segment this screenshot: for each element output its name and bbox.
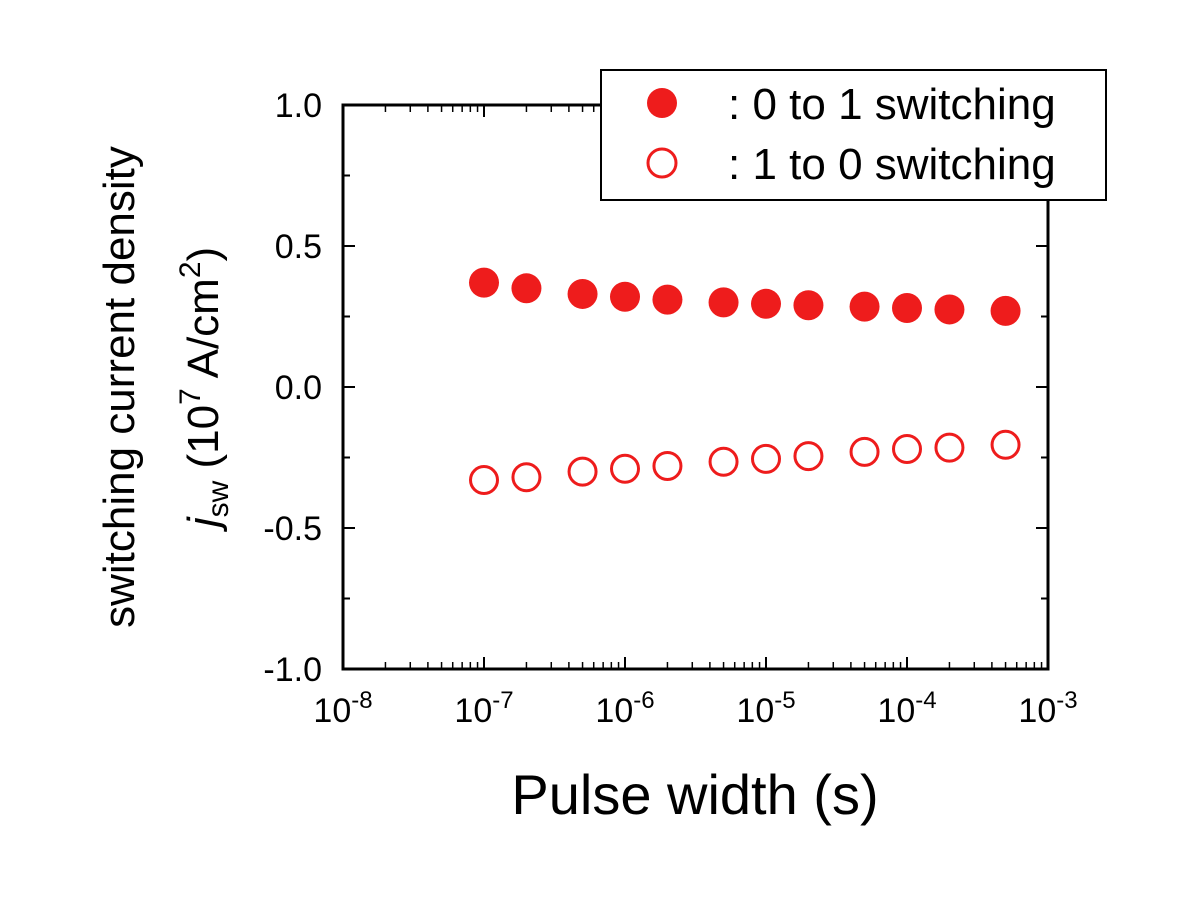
x-tick-exponent: -4 — [915, 687, 936, 714]
y-axis-unit-mid: A/cm — [179, 278, 228, 388]
y-axis-unit-open: (10 — [179, 405, 228, 481]
data-point-open — [892, 434, 922, 465]
x-tick-labels: 10-8 10-7 10-6 10-5 10-4 10-3 — [313, 687, 1077, 730]
data-point-filled — [469, 267, 499, 298]
data-point-filled — [990, 295, 1021, 326]
data-point-open — [652, 450, 683, 481]
y-tick-label: 0.0 — [275, 369, 322, 407]
data-point-filled — [892, 293, 922, 324]
legend-label-1: : 1 to 0 switching — [728, 140, 1056, 189]
y-axis-unit-exp2: 2 — [174, 261, 207, 278]
y-axis-title-line1-group: switching current density — [95, 146, 144, 628]
x-tick-exponent: -8 — [351, 687, 372, 714]
y-axis-unit-close: ) — [179, 247, 228, 262]
x-tick-base: 10 — [736, 692, 774, 730]
y-axis-title-line1: switching current density — [95, 146, 144, 628]
y-tick-label: 0.5 — [275, 228, 322, 266]
x-tick-label: 10-7 — [454, 687, 513, 730]
y-tick-label: 1.0 — [275, 87, 322, 125]
data-point-open — [567, 456, 598, 487]
data-point-filled — [511, 273, 542, 304]
data-point-open — [793, 441, 824, 472]
data-point-filled — [793, 290, 824, 321]
data-point-filled — [567, 278, 598, 309]
x-tick-exponent: -7 — [492, 687, 513, 714]
y-axis-unit-exp: 7 — [174, 388, 207, 405]
data-point-open — [610, 453, 640, 484]
data-point-open — [511, 462, 542, 493]
x-tick-base: 10 — [877, 692, 915, 730]
x-tick-label: 10-5 — [736, 687, 795, 730]
data-point-open — [469, 465, 499, 496]
data-points — [469, 267, 1021, 496]
x-tick-label: 10-4 — [877, 687, 936, 730]
data-point-filled — [610, 281, 640, 312]
y-axis-title-line2-group: jsw (107 A/cm2) — [174, 247, 235, 532]
x-tick-exponent: -6 — [633, 687, 654, 714]
legend-marker-filled — [647, 88, 677, 118]
y-tick-label: -1.0 — [263, 651, 322, 689]
x-tick-base: 10 — [595, 692, 633, 730]
x-tick-label: 10-6 — [595, 687, 654, 730]
data-point-open — [934, 432, 965, 463]
data-point-filled — [934, 294, 965, 325]
legend-label-0: : 0 to 1 switching — [728, 80, 1056, 129]
y-axis-symbol: j — [179, 516, 228, 532]
legend-box — [600, 69, 1107, 201]
data-point-filled — [751, 288, 781, 319]
x-tick-exponent: -3 — [1056, 687, 1077, 714]
y-tick-label: -0.5 — [263, 510, 322, 548]
x-tick-base: 10 — [1018, 692, 1056, 730]
y-axis-title-line2: jsw (107 A/cm2) — [174, 247, 235, 532]
y-axis-subscript: sw — [202, 480, 235, 517]
x-tick-exponent: -5 — [774, 687, 795, 714]
legend: : 0 to 1 switching : 1 to 0 switching — [600, 69, 1107, 201]
x-axis-title: Pulse width (s) — [511, 763, 878, 826]
data-point-open — [751, 443, 781, 474]
legend-marker-open — [646, 147, 678, 179]
data-point-open — [990, 429, 1021, 460]
data-point-open — [708, 446, 739, 477]
x-tick-base: 10 — [313, 692, 351, 730]
data-point-filled — [849, 291, 880, 322]
x-tick-label: 10-8 — [313, 687, 372, 730]
data-point-open — [849, 436, 880, 467]
x-tick-base: 10 — [454, 692, 492, 730]
data-point-filled — [708, 287, 739, 318]
x-tick-label: 10-3 — [1018, 687, 1077, 730]
data-point-filled — [652, 284, 683, 315]
y-tick-labels: 1.0 0.5 0.0 -0.5 -1.0 — [263, 87, 322, 689]
